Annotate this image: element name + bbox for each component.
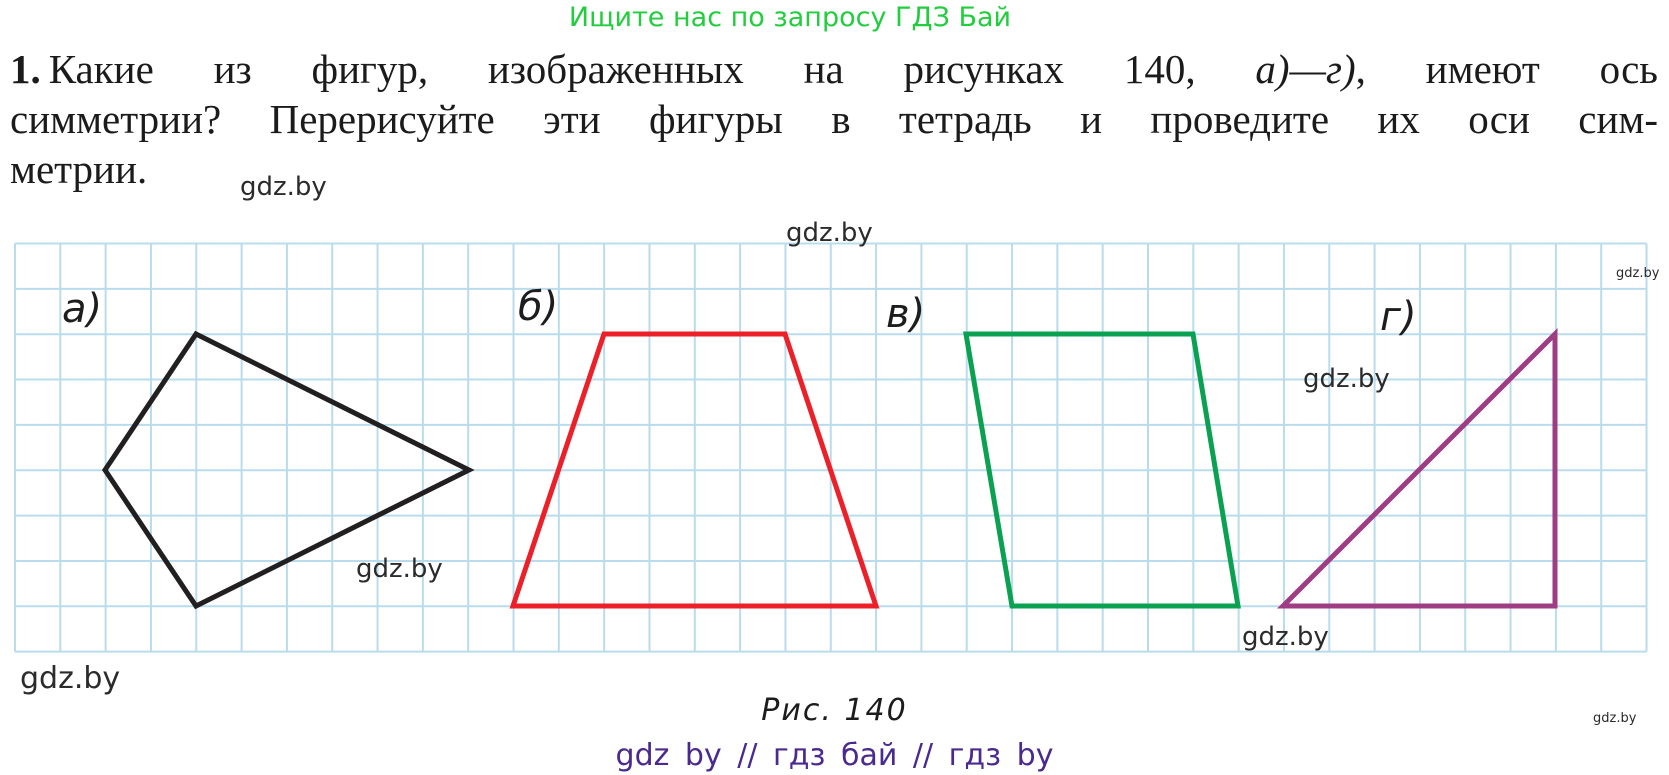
figure-g-right-triangle — [1276, 327, 1558, 609]
problem-line-2: симметрии? Перерисуйте эти фигуры в тетр… — [10, 96, 1658, 142]
watermark-bottom-left: gdz.by — [20, 661, 121, 696]
watermark-above-grid: gdz.by — [786, 218, 873, 248]
problem-text-1a: Какие из фигур, изображенных на рисунках… — [48, 46, 1256, 92]
watermark-bottom-right: gdz.by — [1593, 711, 1637, 726]
promo-banner: Ищите нас по запросу ГДЗ Бай — [568, 2, 1012, 33]
watermark-after-text: gdz.by — [240, 172, 327, 202]
footer-links[interactable]: gdz by // гдз бай // гдз by — [615, 738, 1054, 773]
watermark-figure-g: gdz.by — [1303, 364, 1390, 394]
problem-text-1b: , имеют ось — [1355, 46, 1658, 92]
problem-line-1: 1. Какие из фигур, изображенных на рисунк… — [10, 44, 1658, 94]
watermark-top-right: gdz.by — [1616, 266, 1660, 281]
figure-v-parallelogram — [963, 331, 1241, 609]
problem-number: 1. — [10, 46, 41, 92]
problem-text-1-italic: а)—г) — [1255, 46, 1356, 92]
problem-line-3: метрии. — [10, 146, 148, 192]
figure-a-quadrilateral-kite — [101, 330, 475, 610]
figure-label-a: а) — [62, 286, 103, 332]
watermark-below-parallelogram: gdz.by — [1242, 622, 1329, 652]
figure-b-trapezoid — [509, 331, 880, 609]
problem-statement: 1. Какие из фигур, изображенных на рисунк… — [10, 44, 1658, 194]
figure-label-g: г) — [1380, 294, 1417, 340]
figure-caption: Рис. 140 — [761, 693, 908, 728]
watermark-mid-left: gdz.by — [356, 554, 443, 584]
figure-label-v: в) — [886, 291, 926, 337]
squared-paper-grid — [14, 242, 1648, 653]
figure-label-b: б) — [518, 284, 559, 330]
